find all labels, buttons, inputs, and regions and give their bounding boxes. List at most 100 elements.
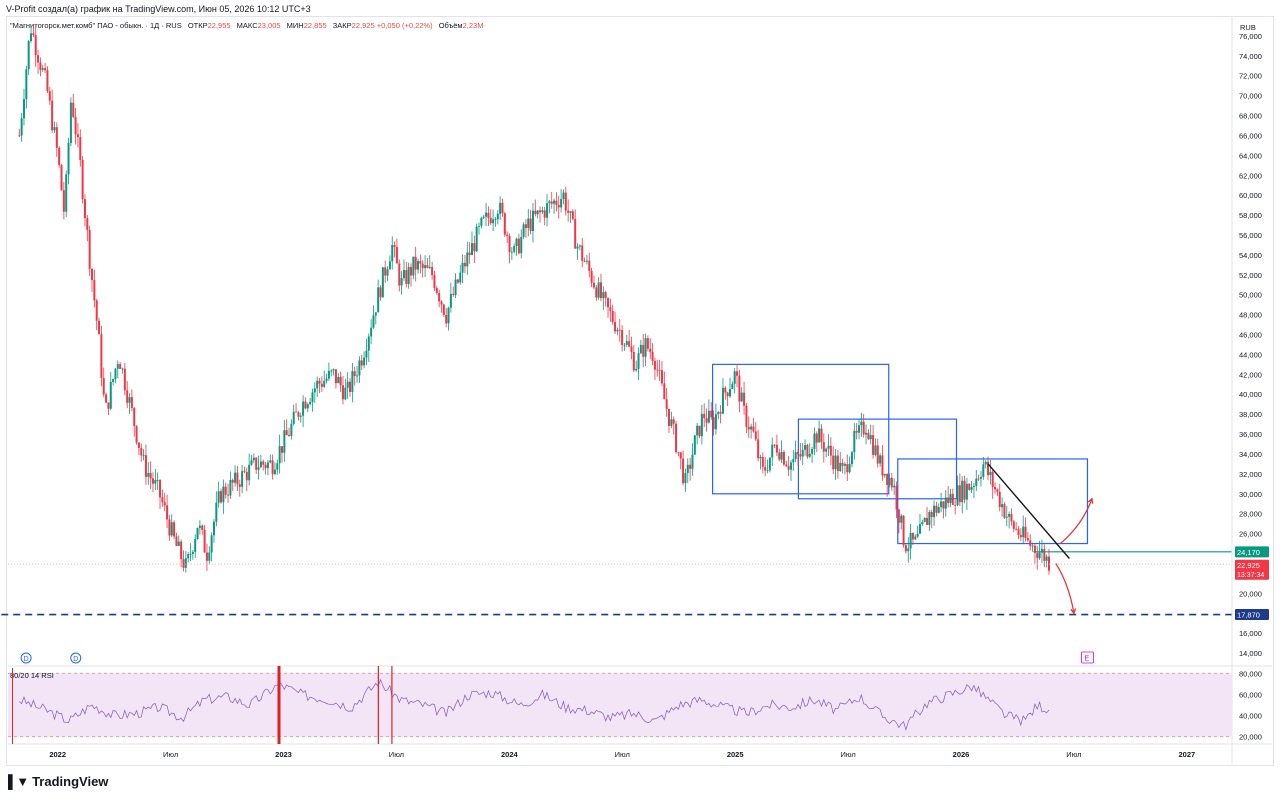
change-value: +0,050 (+0,22%) (376, 21, 433, 30)
y-tick-label: 48,000 (1239, 311, 1262, 320)
candle-body (911, 532, 914, 540)
candle-body (205, 552, 208, 561)
candle-body (327, 370, 330, 379)
candle-body (954, 504, 957, 506)
candle-body (440, 301, 443, 305)
candle-body (578, 245, 581, 247)
candle-body (618, 329, 621, 331)
candle-body (510, 251, 513, 253)
x-tick-label: 2027 (1178, 750, 1195, 759)
candle-body (248, 464, 251, 481)
earnings-marker-label: E (1084, 656, 1089, 663)
y-tick-label: 74,000 (1239, 52, 1262, 61)
candle-body (668, 408, 671, 426)
y-tick-label: 56,000 (1239, 231, 1262, 240)
candle-body (424, 265, 427, 269)
candle-body (496, 213, 499, 220)
low-value: 22,855 (303, 21, 327, 30)
candle-body (161, 497, 164, 503)
candle-body (728, 389, 731, 397)
candle-body (499, 202, 502, 214)
forecast-arrow[interactable] (1059, 498, 1093, 545)
range-box[interactable] (897, 458, 1089, 545)
candle-body (818, 428, 821, 443)
candle-body (393, 244, 396, 247)
symbol-name[interactable]: "Магнитогорск.мет.комб" ПАО - обыкн. · 1… (10, 21, 182, 30)
candle-body (780, 451, 783, 460)
candle-body (79, 137, 82, 160)
candle-body (710, 410, 713, 418)
candle-body (489, 217, 492, 224)
candle-body (34, 35, 37, 56)
tradingview-logo[interactable]: ▌▼ TradingView (8, 774, 108, 789)
y-tick-label: 36,000 (1239, 430, 1262, 439)
candle-body (972, 485, 975, 488)
event-marker-dividend[interactable] (70, 652, 82, 664)
candle-body (311, 392, 314, 402)
candle-body (100, 334, 103, 378)
candle-body (452, 294, 455, 296)
candle-body (295, 411, 298, 413)
candle-body (543, 210, 546, 218)
candle-body (62, 190, 65, 212)
candle-body (285, 430, 288, 436)
candle-body (843, 464, 846, 466)
trend-line[interactable] (987, 463, 1070, 559)
candle-body (412, 256, 415, 276)
candle-body (834, 455, 837, 470)
y-tick-label: 46,000 (1239, 331, 1262, 340)
candle-body (395, 246, 398, 264)
candle-body (531, 210, 534, 232)
candle-body (234, 472, 237, 483)
candle-body (144, 455, 147, 477)
x-tick-label: Июл (615, 750, 630, 759)
candle-body (74, 116, 77, 135)
earnings-marker[interactable] (1081, 651, 1094, 664)
candle-body (494, 219, 497, 221)
candle-body (353, 371, 356, 377)
candle-body (313, 388, 316, 393)
candle-body (975, 478, 978, 486)
candle-body (1001, 504, 1004, 508)
candle-body (116, 364, 119, 369)
candle-body (872, 435, 875, 455)
forecast-arrow[interactable] (1055, 563, 1075, 614)
candle-body (262, 461, 265, 465)
candle-body (947, 497, 950, 504)
candle-body (177, 541, 180, 546)
candle-body (456, 279, 459, 283)
rsi-tick-label: 20,000 (1239, 733, 1262, 742)
x-tick-label: 2023 (275, 750, 292, 759)
candle-body (621, 330, 624, 346)
candle-body (768, 457, 771, 471)
candle-body (264, 464, 267, 469)
candle-body (341, 385, 344, 400)
candle-body (771, 444, 774, 458)
candle-body (170, 522, 173, 536)
candle-body (832, 455, 835, 470)
candle-body (147, 473, 150, 477)
candle-body (979, 476, 982, 479)
candle-body (58, 147, 61, 166)
candle-body (738, 375, 741, 402)
candle-body (569, 211, 572, 213)
candle-body (414, 256, 417, 270)
candle-body (965, 483, 968, 500)
candle-body (717, 412, 720, 415)
candle-body (958, 485, 961, 503)
candle-body (468, 252, 471, 256)
candle-body (585, 260, 588, 262)
candle-body (696, 425, 699, 436)
candle-body (944, 497, 947, 509)
candle-body (449, 294, 452, 308)
x-tick-label: 2026 (953, 750, 970, 759)
candle-body (72, 102, 75, 117)
event-marker-dividend[interactable] (20, 652, 32, 664)
candle-body (198, 525, 201, 528)
candle-body (660, 370, 663, 384)
candle-body (433, 275, 436, 289)
candle-body (881, 455, 884, 476)
candle-body (853, 430, 856, 453)
candle-body (682, 458, 685, 484)
